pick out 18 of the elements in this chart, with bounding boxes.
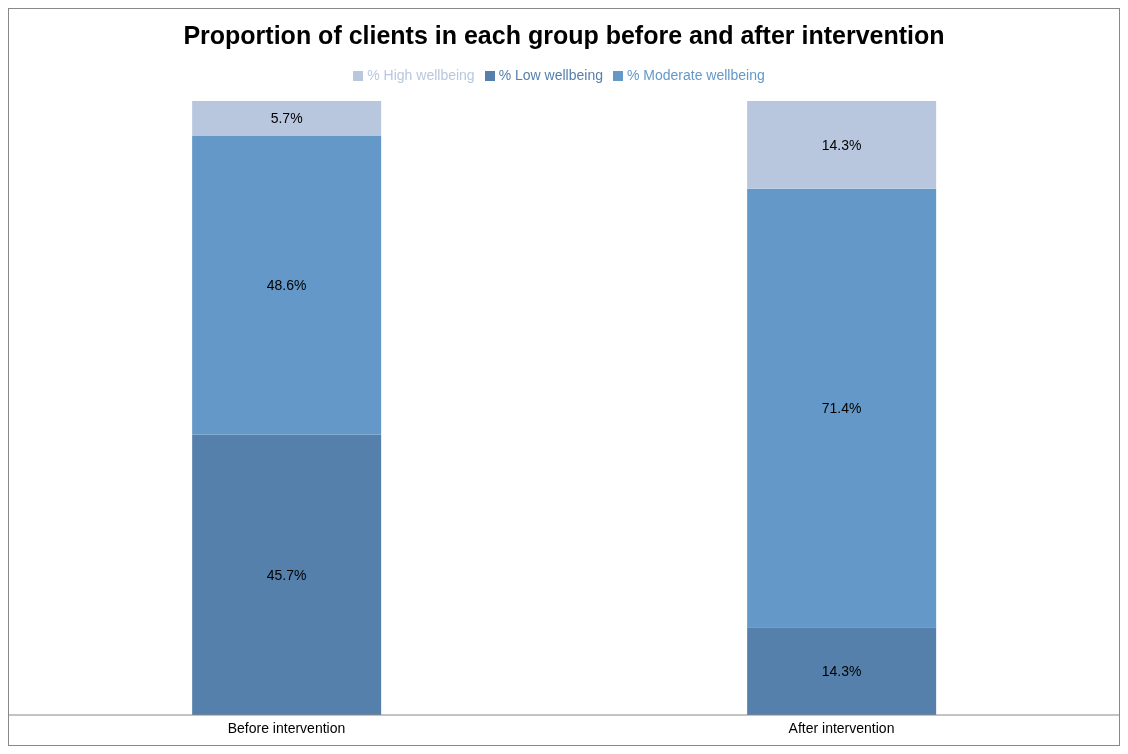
x-tick-label: After intervention xyxy=(788,719,895,736)
data-label: 14.3% xyxy=(821,663,862,680)
chart-title: Proportion of clients in each group before and after intervention xyxy=(182,20,946,51)
legend-label: % High wellbeing xyxy=(367,67,475,83)
data-label: 45.7% xyxy=(266,566,307,583)
data-label: 14.3% xyxy=(821,136,862,153)
bar xyxy=(192,101,382,136)
legend-label: % Low wellbeing xyxy=(498,67,603,83)
data-label: 48.6% xyxy=(266,277,307,294)
bar xyxy=(747,101,937,189)
x-tick-label: Before intervention xyxy=(227,719,346,736)
data-label: 5.7% xyxy=(270,110,303,127)
bar xyxy=(747,188,937,628)
bar xyxy=(747,627,937,715)
bar xyxy=(192,136,382,435)
data-label: 71.4% xyxy=(821,400,862,416)
legend-label: % Moderate wellbeing xyxy=(626,67,765,83)
bar xyxy=(192,434,382,715)
